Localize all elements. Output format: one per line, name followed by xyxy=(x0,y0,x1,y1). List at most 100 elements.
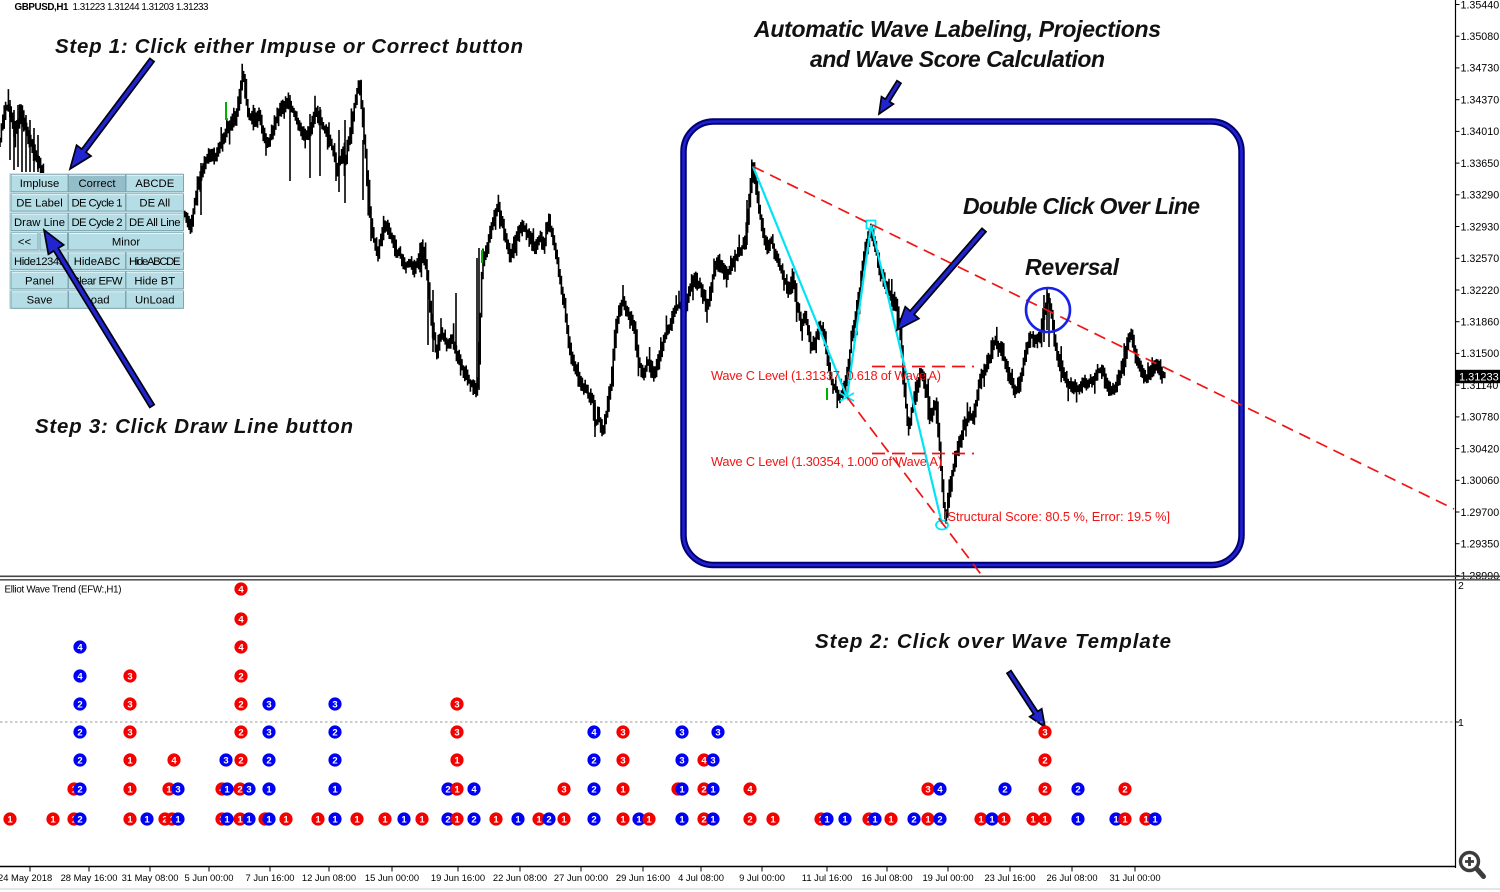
svg-text:2: 2 xyxy=(747,814,752,825)
svg-text:1.32220: 1.32220 xyxy=(1461,285,1500,297)
svg-text:1: 1 xyxy=(1001,814,1007,825)
svg-text:DE Label: DE Label xyxy=(16,198,62,210)
svg-text:1.30420: 1.30420 xyxy=(1461,443,1500,455)
svg-text:1: 1 xyxy=(493,814,499,825)
svg-text:2: 2 xyxy=(937,814,942,825)
svg-text:2: 2 xyxy=(332,755,337,766)
svg-text:5 Jun 00:00: 5 Jun 00:00 xyxy=(185,872,234,883)
svg-text:Step 2: Click over Wave Templa: Step 2: Click over Wave Template xyxy=(815,630,1171,653)
svg-text:1.34370: 1.34370 xyxy=(1461,95,1500,107)
svg-text:1: 1 xyxy=(454,814,460,825)
svg-text:1: 1 xyxy=(636,814,642,825)
svg-text:16 Jul 08:00: 16 Jul 08:00 xyxy=(861,872,912,883)
svg-text:3: 3 xyxy=(266,699,271,710)
svg-text:31 Jul 00:00: 31 Jul 00:00 xyxy=(1109,872,1160,883)
svg-text:24 May 2018: 24 May 2018 xyxy=(0,872,52,883)
svg-text:31 May 08:00: 31 May 08:00 xyxy=(122,872,179,883)
svg-text:Save: Save xyxy=(27,295,53,307)
svg-text:3: 3 xyxy=(620,727,625,738)
svg-text:2: 2 xyxy=(77,784,82,795)
svg-text:Hide12345: Hide12345 xyxy=(14,256,65,268)
svg-text:1.33290: 1.33290 xyxy=(1461,190,1500,202)
svg-text:1.30780: 1.30780 xyxy=(1461,412,1500,424)
svg-text:Minor: Minor xyxy=(112,236,140,248)
svg-text:1: 1 xyxy=(1042,814,1048,825)
svg-text:1: 1 xyxy=(561,814,567,825)
svg-text:2: 2 xyxy=(445,814,450,825)
svg-text:1: 1 xyxy=(679,784,685,795)
svg-text:2: 2 xyxy=(238,671,243,682)
svg-text:Step 1: Click either Impuse or: Step 1: Click either Impuse or Correct b… xyxy=(55,35,523,58)
svg-text:2: 2 xyxy=(1042,755,1047,766)
svg-text:Hide BT: Hide BT xyxy=(134,275,175,287)
svg-text:HideABC: HideABC xyxy=(74,256,120,268)
svg-text:UnLoad: UnLoad xyxy=(135,295,175,307)
svg-text:1.35440: 1.35440 xyxy=(1461,0,1500,11)
svg-text:2: 2 xyxy=(1042,784,1047,795)
svg-text:3: 3 xyxy=(127,727,132,738)
svg-text:GBPUSD,H1: GBPUSD,H1 xyxy=(15,2,70,13)
svg-text:1: 1 xyxy=(536,814,542,825)
svg-text:3: 3 xyxy=(454,727,459,738)
svg-text:1: 1 xyxy=(646,814,652,825)
svg-text:1: 1 xyxy=(1075,814,1081,825)
svg-text:2: 2 xyxy=(77,755,82,766)
svg-text:1.33650: 1.33650 xyxy=(1461,158,1500,170)
svg-text:Reversal: Reversal xyxy=(1025,254,1120,280)
svg-text:12 Jun 08:00: 12 Jun 08:00 xyxy=(302,872,356,883)
svg-text:1: 1 xyxy=(1122,814,1128,825)
svg-text:1: 1 xyxy=(175,814,181,825)
svg-text:2: 2 xyxy=(77,727,82,738)
svg-text:HideABCDE: HideABCDE xyxy=(129,256,181,268)
svg-text:2: 2 xyxy=(1458,580,1464,592)
svg-text:19 Jul 00:00: 19 Jul 00:00 xyxy=(922,872,973,883)
svg-text:1: 1 xyxy=(1113,814,1119,825)
svg-text:1: 1 xyxy=(1152,814,1158,825)
svg-text:1: 1 xyxy=(978,814,984,825)
svg-text:2: 2 xyxy=(238,727,243,738)
svg-text:2: 2 xyxy=(1075,784,1080,795)
svg-text:Draw Line: Draw Line xyxy=(14,217,65,229)
svg-text:Wave C Level (1.30354, 1.000 o: Wave C Level (1.30354, 1.000 of Wave A) xyxy=(711,454,942,469)
svg-text:1: 1 xyxy=(679,814,685,825)
svg-text:and Wave Score Calculation: and Wave Score Calculation xyxy=(810,46,1105,72)
svg-text:3: 3 xyxy=(223,755,228,766)
svg-text:1: 1 xyxy=(354,814,360,825)
svg-text:27 Jun 00:00: 27 Jun 00:00 xyxy=(554,872,608,883)
svg-text:2: 2 xyxy=(1002,784,1007,795)
svg-text:2: 2 xyxy=(162,814,167,825)
svg-text:1: 1 xyxy=(224,814,230,825)
svg-text:1: 1 xyxy=(925,814,931,825)
svg-text:2: 2 xyxy=(238,699,243,710)
svg-text:19 Jun 16:00: 19 Jun 16:00 xyxy=(431,872,485,883)
svg-text:3: 3 xyxy=(561,784,566,795)
svg-text:1: 1 xyxy=(315,814,321,825)
svg-text:3: 3 xyxy=(454,699,459,710)
svg-text:2: 2 xyxy=(701,814,706,825)
svg-text:1: 1 xyxy=(401,814,407,825)
svg-text:3: 3 xyxy=(246,784,251,795)
svg-text:4: 4 xyxy=(471,784,477,795)
svg-text:Clear EFW: Clear EFW xyxy=(72,275,123,287)
svg-text:1: 1 xyxy=(824,814,830,825)
svg-text:1: 1 xyxy=(1143,814,1149,825)
svg-text:1: 1 xyxy=(989,814,995,825)
svg-text:2: 2 xyxy=(591,814,596,825)
svg-text:15 Jun 00:00: 15 Jun 00:00 xyxy=(365,872,419,883)
svg-text:1: 1 xyxy=(842,814,848,825)
svg-text:1: 1 xyxy=(50,814,56,825)
svg-text:3: 3 xyxy=(620,755,625,766)
svg-text:28 May 16:00: 28 May 16:00 xyxy=(61,872,118,883)
svg-text:3: 3 xyxy=(127,671,132,682)
svg-text:Panel: Panel xyxy=(25,275,54,287)
svg-text:1.34730: 1.34730 xyxy=(1461,63,1500,75)
svg-text:22 Jun 08:00: 22 Jun 08:00 xyxy=(493,872,547,883)
svg-text:3: 3 xyxy=(1042,727,1047,738)
svg-text:2: 2 xyxy=(471,814,476,825)
svg-text:1: 1 xyxy=(770,814,776,825)
svg-text:3: 3 xyxy=(127,699,132,710)
svg-text:1: 1 xyxy=(710,814,716,825)
svg-text:1: 1 xyxy=(246,814,252,825)
svg-text:1.31500: 1.31500 xyxy=(1461,348,1500,360)
svg-text:3: 3 xyxy=(925,784,930,795)
